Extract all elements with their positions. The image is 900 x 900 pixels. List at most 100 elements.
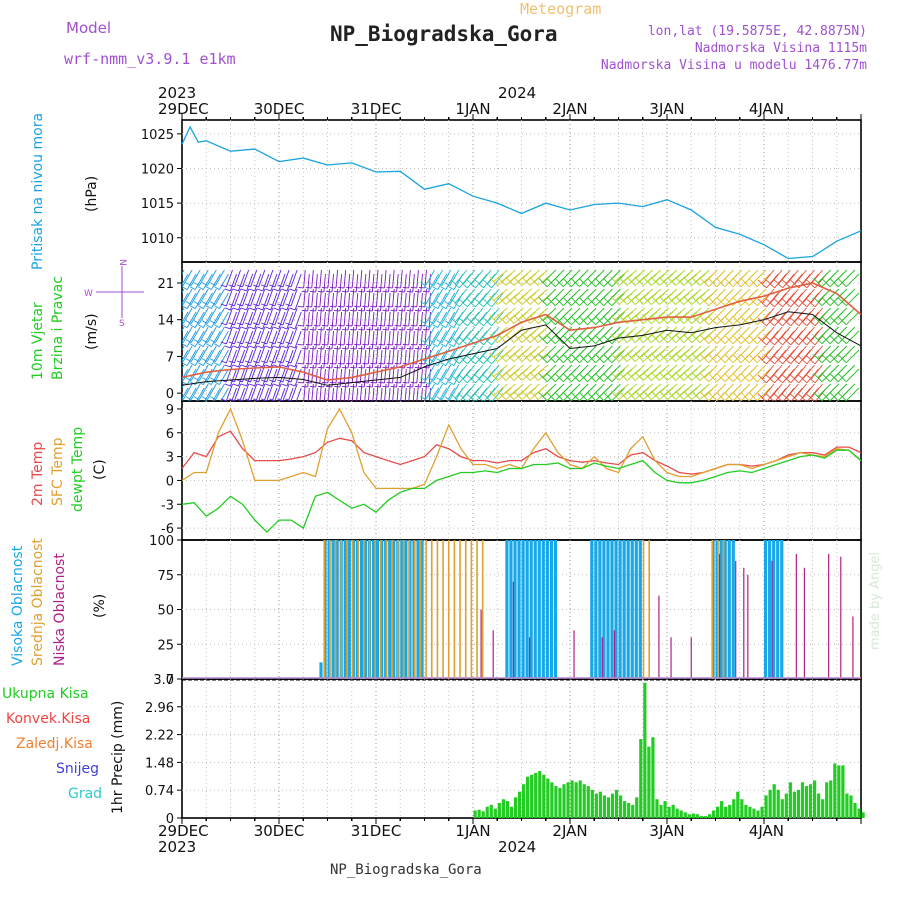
wind-barb: [762, 269, 775, 285]
wind-barb-flag: [374, 328, 381, 331]
wind-barb: [525, 269, 540, 282]
x-tick-label-top: 30DEC: [254, 100, 305, 118]
wind-barb: [790, 273, 803, 289]
wind-barb: [618, 292, 633, 305]
wind-barb-flag: [704, 358, 710, 364]
wind-barb: [202, 292, 213, 309]
wind-barb-flag: [663, 337, 668, 343]
wind-barb-flag: [517, 299, 523, 305]
precip-bar: [485, 806, 489, 818]
wind-barb-flag: [675, 390, 680, 396]
wind-barb-flag: [448, 324, 455, 328]
wind-barb: [525, 383, 540, 396]
wind-barb: [533, 345, 549, 358]
wind-barb-flag: [634, 371, 640, 377]
wind-barb-flag: [440, 286, 447, 290]
wind-barb: [558, 326, 573, 341]
wind-barb-flag: [667, 333, 672, 339]
wind-barb-flag: [334, 405, 340, 406]
wind-barb: [679, 364, 694, 377]
wind-barb: [307, 273, 310, 292]
wind-barb-flag: [501, 318, 507, 324]
wind-barb-flag: [813, 354, 819, 360]
wind-barb: [455, 288, 468, 304]
wind-barb: [219, 330, 229, 347]
wind-barb: [575, 383, 589, 398]
wind-barb: [463, 307, 476, 323]
wind-barb: [550, 269, 565, 284]
wind-barb-flag: [482, 355, 488, 361]
wind-barb: [790, 387, 803, 401]
cloud-high-bar: [553, 540, 558, 679]
x-tick-label-top: 1JAN: [455, 100, 490, 118]
wind-barb-flag: [265, 326, 271, 330]
wind-barb-flag: [748, 316, 754, 322]
wind-barb: [806, 330, 819, 346]
wind-barb-flag: [170, 302, 175, 305]
wind-barb: [638, 345, 654, 358]
wind-barb-flag: [346, 324, 353, 327]
cloud-mid-bar: [380, 540, 382, 679]
wind-barb-flag: [309, 290, 316, 293]
wind-barb: [525, 345, 540, 358]
wind-barb-flag: [679, 337, 684, 343]
wind-barb: [479, 288, 492, 304]
wind-barb: [339, 292, 343, 311]
wind-barb-flag: [761, 359, 767, 365]
wind-barb: [542, 383, 557, 398]
y-tick-label: 9: [166, 403, 174, 418]
wind-barb: [250, 288, 258, 307]
y-tick-label: 3: [166, 451, 174, 466]
wind-barb: [618, 330, 633, 343]
wind-barb-flag: [448, 381, 455, 385]
wind-barb: [182, 349, 189, 362]
wind-barb: [388, 368, 391, 387]
wind-barb-flag: [810, 378, 816, 384]
cloud-high-bar: [335, 540, 339, 679]
wind-barb: [467, 273, 480, 289]
wind-barb-flag: [732, 316, 738, 322]
wind-barb-flag: [789, 393, 796, 399]
wind-barb-flag: [578, 392, 584, 398]
wind-barb-flag: [599, 358, 605, 364]
cloud-high-bar: [731, 540, 735, 679]
wind-barb: [720, 345, 734, 360]
cloud-high-bar: [634, 540, 638, 679]
wind-barb-flag: [386, 362, 393, 365]
wind-barb-flag: [591, 339, 596, 345]
wind-barb: [770, 269, 783, 285]
wind-barb-flag: [269, 322, 275, 326]
wind-barb-flag: [614, 299, 620, 305]
wind-barb-flag: [720, 282, 726, 288]
wind-barb: [433, 288, 444, 305]
wind-barb-flag: [260, 303, 267, 307]
wind-barb-flag: [205, 362, 212, 366]
cloud-high-bar: [780, 540, 784, 679]
wind-barb-flag: [708, 335, 714, 341]
wind-barb-flag: [197, 362, 204, 366]
wind-barb-flag: [781, 298, 788, 304]
wind-barb-flag: [646, 337, 652, 343]
wind-barb: [790, 330, 803, 346]
wind-barb: [845, 311, 860, 326]
wind-barb: [752, 326, 767, 341]
wind-barb-flag: [182, 322, 184, 324]
precip-bar: [566, 782, 570, 818]
wind-barb-flag: [773, 298, 779, 304]
wind-barb: [371, 349, 375, 368]
precip-bar: [509, 806, 514, 818]
wind-barb: [242, 288, 250, 307]
wind-barb-flag: [362, 362, 369, 365]
wind-barb-flag: [773, 374, 779, 380]
wind-barb-flag: [744, 396, 750, 401]
wind-barb-flag: [289, 383, 296, 387]
wind-barb-flag: [724, 373, 730, 379]
wind-barb: [254, 273, 262, 292]
wind-barb: [315, 330, 318, 349]
wind-barb: [675, 349, 690, 362]
wind-barb: [720, 269, 734, 284]
wind-barb-flag: [748, 373, 754, 379]
wind-barb-flag: [659, 390, 664, 396]
wind-barb-flag: [546, 373, 552, 379]
wind-barb: [642, 349, 658, 362]
